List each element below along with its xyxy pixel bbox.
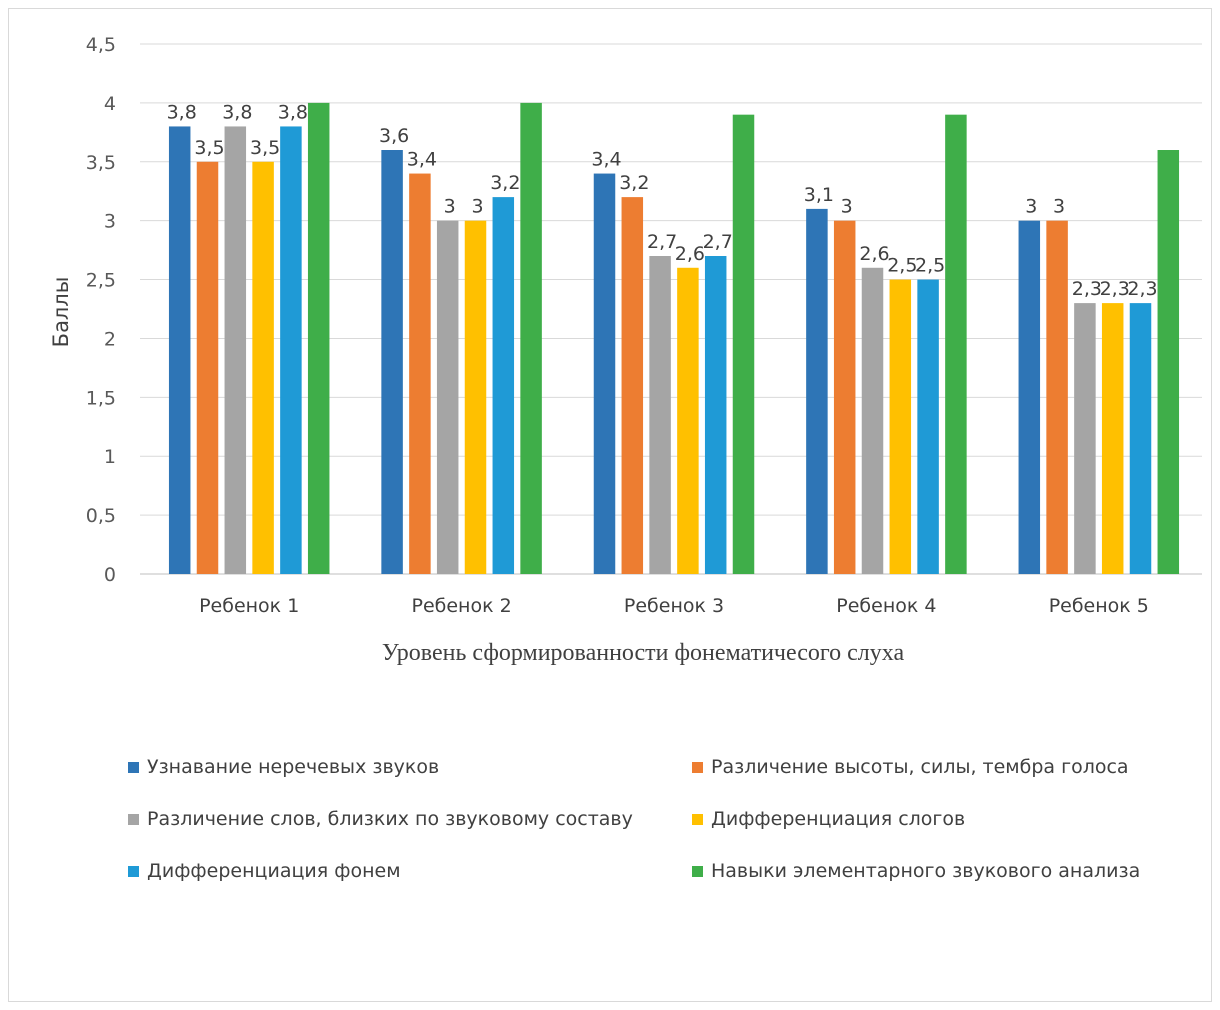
bar bbox=[1157, 150, 1180, 574]
bar bbox=[409, 173, 431, 575]
y-tick-label: 2 bbox=[104, 328, 116, 350]
legend-label: Различение слов, близких по звуковому со… bbox=[147, 808, 633, 830]
bar bbox=[196, 161, 219, 574]
y-tick-label: 3 bbox=[104, 211, 116, 233]
data-label: 3,4 bbox=[407, 149, 437, 171]
bar bbox=[889, 279, 912, 574]
x-axis-ticks: Ребенок 1 Ребенок 2 Ребенок 3 Ребенок 4 Ребе… bbox=[199, 595, 1149, 617]
x-tick-label: Ребенок 2 bbox=[411, 595, 511, 617]
data-label: 3,8 bbox=[278, 101, 308, 123]
bar bbox=[593, 173, 616, 575]
data-label: 2,3 bbox=[1072, 278, 1102, 300]
data-label: 2,6 bbox=[859, 243, 889, 265]
y-tick-label: 1 bbox=[104, 446, 116, 468]
bar bbox=[436, 220, 459, 574]
x-tick-label: Ребенок 4 bbox=[836, 595, 936, 617]
y-axis-title: Баллы bbox=[49, 277, 73, 348]
bar bbox=[280, 126, 302, 574]
bar bbox=[1074, 303, 1096, 574]
bar bbox=[464, 220, 487, 574]
legend-swatch bbox=[128, 865, 139, 877]
legend-label: Навыки элементарного звукового анализа bbox=[711, 860, 1141, 882]
data-label: 3,6 bbox=[379, 125, 409, 147]
bar bbox=[224, 126, 247, 574]
bar bbox=[492, 197, 515, 574]
bar bbox=[1129, 303, 1152, 574]
legend-item: Различение высоты, силы, тембра голоса bbox=[692, 756, 1129, 778]
data-labels: 3,83,53,83,53,83,63,43 33,23,43,22,72,62,… bbox=[167, 101, 1158, 300]
data-label: 2,7 bbox=[647, 231, 677, 253]
data-label: 3,5 bbox=[194, 137, 224, 159]
legend-item: Узнавание неречевых звуков bbox=[128, 756, 439, 778]
bar bbox=[806, 208, 828, 574]
bar bbox=[1101, 303, 1124, 574]
bar bbox=[520, 102, 542, 574]
legend-swatch bbox=[692, 865, 703, 877]
data-label: 3 bbox=[841, 196, 853, 218]
bar bbox=[833, 220, 856, 574]
data-label: 3,1 bbox=[804, 184, 834, 206]
x-axis-title: Уровень сформированности фонематичесого … bbox=[382, 640, 905, 666]
bar bbox=[677, 267, 699, 574]
bar bbox=[704, 256, 727, 574]
data-label: 3,5 bbox=[250, 137, 280, 159]
y-tick-label: 4,5 bbox=[86, 34, 116, 56]
y-tick-label: 2,5 bbox=[86, 270, 116, 292]
bar bbox=[1018, 220, 1041, 574]
legend-label: Дифференциация слогов bbox=[711, 808, 966, 830]
bar bbox=[168, 126, 191, 574]
legend-swatch bbox=[692, 761, 703, 773]
legend-item: Дифференциация фонем bbox=[128, 860, 401, 882]
data-label: 3 bbox=[1053, 196, 1065, 218]
data-label: 2,6 bbox=[675, 243, 705, 265]
y-tick-label: 1,5 bbox=[86, 387, 116, 409]
data-label: 3,8 bbox=[167, 101, 197, 123]
data-label: 3 bbox=[444, 196, 456, 218]
data-label: 2,7 bbox=[703, 231, 733, 253]
y-axis-ticks: 0 0,5 1 1,5 2 2,5 3 3,5 4 4,5 bbox=[86, 34, 116, 586]
data-label: 3,2 bbox=[490, 172, 520, 194]
legend-swatch bbox=[692, 813, 703, 825]
data-label: 3,8 bbox=[222, 101, 252, 123]
data-label: 3,4 bbox=[591, 149, 621, 171]
data-label: 3,2 bbox=[619, 172, 649, 194]
x-tick-label: Ребенок 3 bbox=[624, 595, 724, 617]
legend-swatch bbox=[128, 813, 139, 825]
data-label: 2,5 bbox=[887, 255, 917, 277]
legend-swatch bbox=[128, 761, 139, 773]
x-tick-label: Ребенок 1 bbox=[199, 595, 299, 617]
bar bbox=[252, 161, 274, 574]
data-label: 3 bbox=[471, 196, 483, 218]
bar bbox=[381, 150, 403, 574]
legend-label: Узнавание неречевых звуков bbox=[147, 756, 440, 778]
y-tick-label: 0 bbox=[104, 564, 116, 586]
y-tick-label: 4 bbox=[104, 93, 116, 115]
legend-item: Различение слов, близких по звуковому со… bbox=[128, 808, 633, 830]
legend-item: Дифференциация слогов bbox=[692, 808, 965, 830]
bar bbox=[945, 114, 967, 575]
bar bbox=[917, 279, 939, 574]
y-tick-label: 3,5 bbox=[86, 152, 116, 174]
data-label: 3 bbox=[1025, 196, 1037, 218]
bar bbox=[649, 256, 671, 574]
legend-label: Различение высоты, силы, тембра голоса bbox=[711, 756, 1129, 778]
data-label: 2,3 bbox=[1127, 278, 1157, 300]
bar bbox=[732, 114, 755, 575]
data-label: 2,5 bbox=[915, 255, 945, 277]
bars bbox=[168, 102, 1180, 575]
bar bbox=[621, 197, 644, 574]
data-label: 2,3 bbox=[1100, 278, 1130, 300]
bar bbox=[307, 102, 330, 574]
bar bbox=[1046, 220, 1068, 574]
bar bbox=[861, 267, 884, 574]
legend-item: Навыки элементарного звукового анализа bbox=[692, 860, 1140, 882]
legend-label: Дифференциация фонем bbox=[147, 860, 401, 882]
x-tick-label: Ребенок 5 bbox=[1049, 595, 1149, 617]
y-tick-label: 0,5 bbox=[86, 505, 116, 527]
